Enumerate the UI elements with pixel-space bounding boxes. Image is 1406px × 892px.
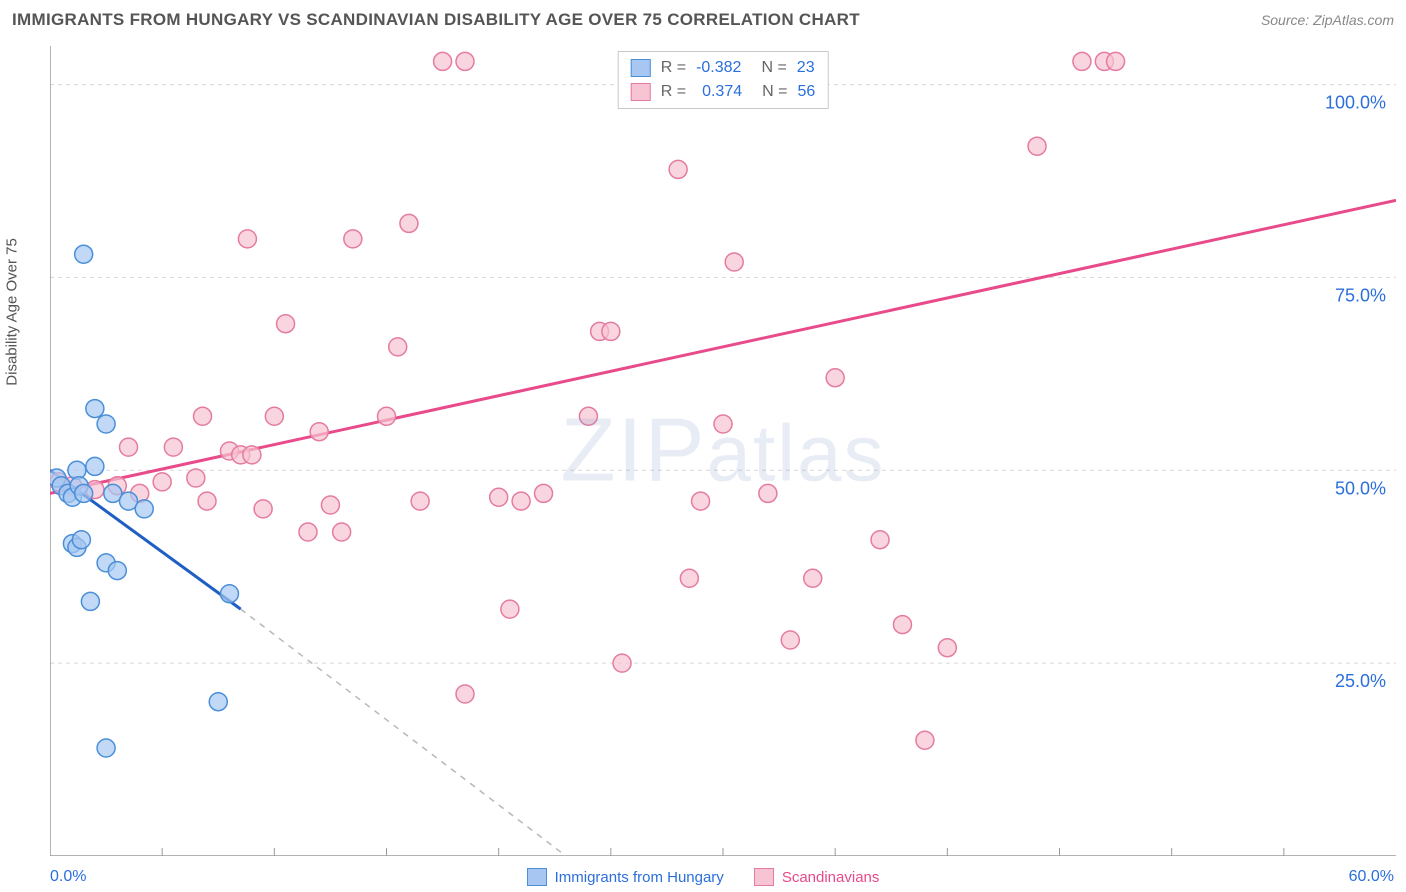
y-axis-label: Disability Age Over 75 — [4, 238, 21, 386]
legend-label-hungary: Immigrants from Hungary — [555, 869, 724, 886]
legend-swatch-scandinavian — [754, 868, 774, 886]
svg-text:75.0%: 75.0% — [1335, 285, 1386, 305]
legend-label-scandinavian: Scandinavians — [782, 869, 880, 886]
svg-text:50.0%: 50.0% — [1335, 478, 1386, 498]
scatter-plot: 25.0%50.0%75.0%100.0% ZIPatlas R = -0.38… — [50, 46, 1396, 856]
bottom-legend: Immigrants from Hungary Scandinavians — [0, 868, 1406, 886]
stat-r-value-hungary: -0.382 — [696, 56, 741, 80]
legend-swatch-scandinavian — [631, 83, 651, 101]
chart-title: IMMIGRANTS FROM HUNGARY VS SCANDINAVIAN … — [12, 10, 860, 30]
stat-r-label: R = — [661, 56, 686, 80]
legend-swatch-hungary — [527, 868, 547, 886]
svg-text:25.0%: 25.0% — [1335, 671, 1386, 691]
stat-r-label: R = — [661, 80, 686, 104]
stat-legend: R = -0.382 N = 23 R = 0.374 N = 56 — [618, 51, 829, 109]
chart-source: Source: ZipAtlas.com — [1261, 12, 1394, 28]
stat-n-label: N = — [762, 80, 787, 104]
stat-r-value-scandinavian: 0.374 — [702, 80, 742, 104]
legend-swatch-hungary — [631, 59, 651, 77]
stat-n-value-scandinavian: 56 — [797, 80, 815, 104]
stat-n-label: N = — [761, 56, 786, 80]
stat-n-value-hungary: 23 — [797, 56, 815, 80]
svg-text:100.0%: 100.0% — [1325, 93, 1386, 113]
